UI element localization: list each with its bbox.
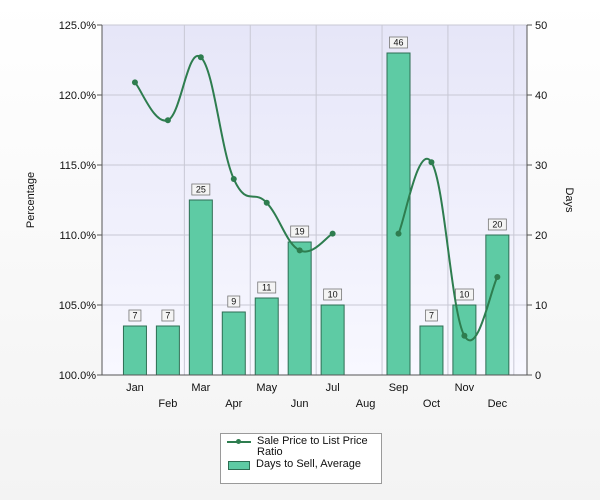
x-tick-label: Sep xyxy=(389,382,409,394)
bar-data-label: 11 xyxy=(262,283,271,293)
y-left-tick-label: 110.0% xyxy=(60,230,97,242)
bar xyxy=(419,325,444,376)
bar-data-label-box xyxy=(128,309,142,322)
x-tick-label: Mar xyxy=(191,382,210,394)
bar-data-label: 25 xyxy=(196,185,206,195)
line-point xyxy=(131,79,138,86)
legend-item-line: Sale Price to List Price Ratio xyxy=(227,436,375,458)
y-right-tick-label: 50 xyxy=(535,20,547,32)
legend-label-bar: Days to Sell, Average xyxy=(256,458,361,470)
y-right-tick-label: 40 xyxy=(535,90,547,102)
line-path xyxy=(397,157,499,342)
y-left-tick-label: 115.0% xyxy=(60,160,97,172)
bar-data-label: 46 xyxy=(394,38,404,48)
bar xyxy=(221,311,246,376)
line-point xyxy=(461,332,468,339)
bar xyxy=(485,234,510,376)
x-tick-label: Jan xyxy=(126,382,144,394)
bar-data-label-box xyxy=(161,309,175,322)
bar-data-label: 10 xyxy=(459,290,469,300)
bar-data-label-box xyxy=(257,281,277,294)
x-tick-label: Apr xyxy=(225,398,242,410)
bar-data-label: 7 xyxy=(165,311,170,321)
bar xyxy=(320,304,345,376)
y-left-tick-label: 125.0% xyxy=(59,20,97,32)
line-point xyxy=(428,159,435,166)
y-right-tick-label: 20 xyxy=(535,230,547,242)
bar-data-label-box xyxy=(425,309,438,322)
bar xyxy=(155,325,180,376)
bar xyxy=(386,52,411,376)
bar-data-label: 7 xyxy=(429,311,434,321)
y-right-tick-label: 30 xyxy=(535,160,547,172)
bar xyxy=(254,297,279,376)
line-point xyxy=(329,230,336,237)
y-right-tick-label: 10 xyxy=(535,300,547,312)
line-point xyxy=(263,199,270,206)
y-axis-left-title: Percentage xyxy=(25,172,37,228)
bar-data-label: 20 xyxy=(492,220,502,230)
line-point xyxy=(395,230,402,237)
legend: Sale Price to List Price Ratio Days to S… xyxy=(220,433,382,484)
x-tick-label: Oct xyxy=(423,398,440,410)
bar-data-label: 7 xyxy=(132,311,137,321)
bar xyxy=(188,199,213,376)
y-left-tick-label: 105.0% xyxy=(59,300,97,312)
bar xyxy=(122,325,147,376)
axes: 100.0% 0 105.0% 10 110.0% 20 115.0% 30 120.0% 40 1… xyxy=(59,20,548,410)
bar xyxy=(287,241,312,376)
legend-item-bar: Days to Sell, Average xyxy=(227,459,375,470)
bar-data-label-box xyxy=(290,225,310,238)
line-point xyxy=(230,176,237,182)
x-tick-label: Aug xyxy=(356,398,376,410)
y-left-tick-label: 100.0% xyxy=(59,370,97,382)
line-point xyxy=(164,117,171,124)
bar-data-label-box xyxy=(323,288,343,301)
x-tick-label: May xyxy=(256,382,277,394)
line-point xyxy=(296,247,303,254)
x-tick-label: Nov xyxy=(455,382,475,394)
y-right-tick-label: 0 xyxy=(535,370,541,382)
bar-data-label-box xyxy=(455,288,474,301)
bar-legend-icon xyxy=(228,461,250,470)
grid xyxy=(102,24,527,376)
line-legend-icon xyxy=(227,437,251,447)
y-left-tick-label: 120.0% xyxy=(59,90,97,102)
line-point xyxy=(494,274,501,280)
y-axis-right-title: Days xyxy=(563,187,575,213)
legend-label-line: Sale Price to List Price Ratio xyxy=(257,435,368,458)
line-point xyxy=(197,54,204,61)
line-series xyxy=(131,54,501,342)
bar-data-label: 10 xyxy=(328,290,338,300)
bar-data-label-box xyxy=(227,295,241,308)
x-tick-label: Dec xyxy=(488,398,508,410)
bar-data-label-box xyxy=(389,36,408,49)
x-tick-label: Jul xyxy=(326,382,340,394)
bar-data-label: 19 xyxy=(295,227,305,237)
bar-data-label-box xyxy=(191,183,211,196)
x-tick-label: Jun xyxy=(291,398,309,410)
bar-data-label: 9 xyxy=(231,297,236,307)
bar-data-label-box xyxy=(487,218,507,231)
x-tick-label: Feb xyxy=(158,398,177,410)
